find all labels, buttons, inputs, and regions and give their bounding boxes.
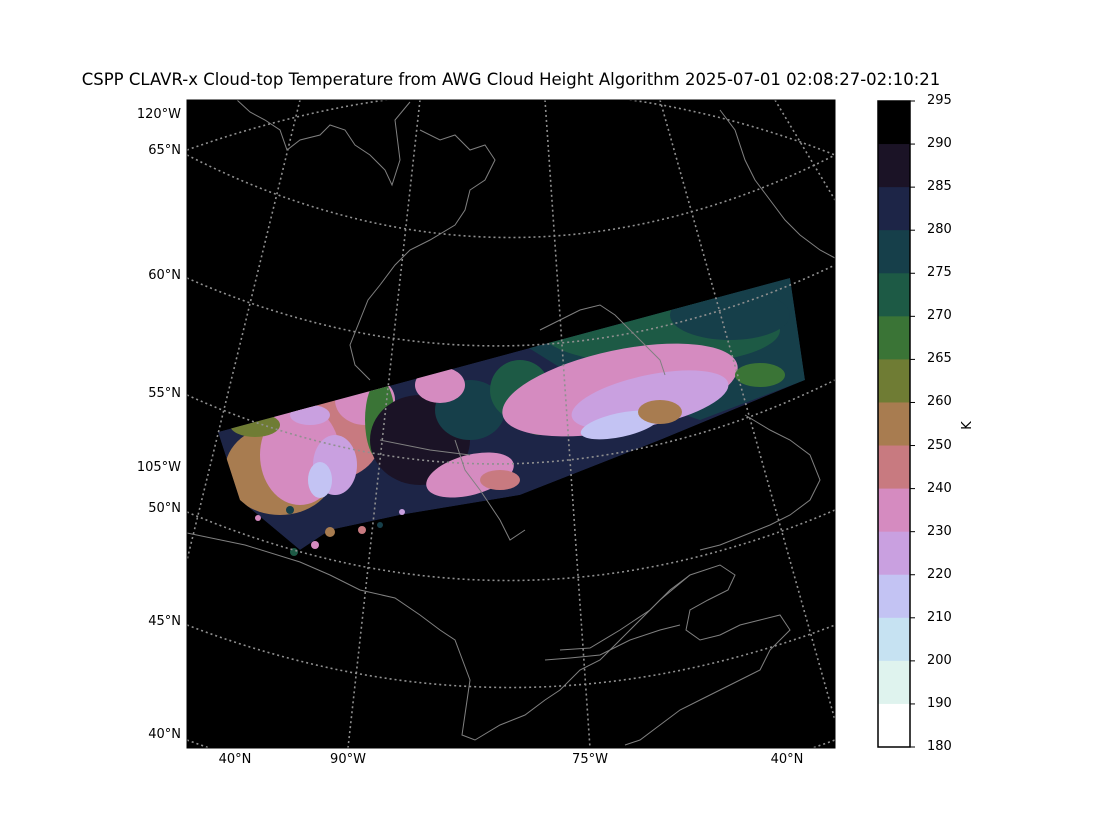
lat-label-40n: 40°N xyxy=(148,727,181,742)
colorbar-tick-label: 270 xyxy=(927,308,952,324)
colorbar-band xyxy=(878,531,910,576)
colorbar-band xyxy=(878,144,910,188)
graticule xyxy=(187,100,835,748)
colorbar-band xyxy=(878,402,910,447)
lat-label-55n: 55°N xyxy=(148,386,181,401)
colorbar-tick-label: 200 xyxy=(927,652,952,668)
map-frame xyxy=(186,99,836,749)
colorbar-unit: K xyxy=(959,421,975,430)
colorbar-band xyxy=(878,359,910,403)
bottom-label-75w: 75°W xyxy=(572,752,608,767)
bottom-label-90w: 90°W xyxy=(330,752,366,767)
colorbar-tick-label: 220 xyxy=(927,566,952,582)
lat-label-65n: 65°N xyxy=(148,143,181,158)
map-title: CSPP CLAVR-x Cloud-top Temperature from … xyxy=(81,70,941,89)
lon-label-105w: 105°W xyxy=(136,460,181,475)
colorbar-band xyxy=(878,445,910,490)
colorbar-band xyxy=(878,488,910,533)
colorbar-tick-label: 230 xyxy=(927,523,952,539)
bottom-label-40n-left: 40°N xyxy=(218,752,252,767)
colorbar-tick-label: 295 xyxy=(927,93,952,108)
colorbar-band xyxy=(878,273,910,317)
colorbar-frame xyxy=(877,100,911,748)
colorbar-tick-label: 265 xyxy=(927,351,952,367)
colorbar-tick-label: 250 xyxy=(927,437,952,453)
lat-label-60n: 60°N xyxy=(148,268,181,283)
colorbar-tick-label: 190 xyxy=(927,695,952,711)
colorbar-tick-label: 210 xyxy=(927,609,952,625)
colorbar-band xyxy=(878,617,910,662)
colorbar-tick-label: 240 xyxy=(927,480,952,496)
bottom-label-40n-right: 40°N xyxy=(770,752,804,767)
lat-label-45n: 45°N xyxy=(148,614,181,629)
colorbar-band xyxy=(878,230,910,274)
colorbar-band xyxy=(878,101,910,145)
colorbar-tick-label: 275 xyxy=(927,265,952,281)
colorbar-tick-label: 280 xyxy=(927,222,952,238)
colorbar-band xyxy=(878,660,910,705)
colorbar-tick-label: 260 xyxy=(927,394,952,410)
colorbar-band xyxy=(878,316,910,360)
colorbar-tick-label: 290 xyxy=(927,136,952,152)
lat-label-50n: 50°N xyxy=(148,501,181,516)
coastlines xyxy=(187,100,835,746)
colorbar-band xyxy=(878,574,910,619)
cloud-temperature-swath xyxy=(218,278,805,550)
colorbar-band xyxy=(878,187,910,231)
colorbar xyxy=(878,101,910,748)
colorbar-tick-label: 180 xyxy=(927,739,952,754)
lon-label-120w: 120°W xyxy=(136,107,181,122)
colorbar-band xyxy=(878,703,910,748)
colorbar-tick-label: 285 xyxy=(927,179,952,195)
